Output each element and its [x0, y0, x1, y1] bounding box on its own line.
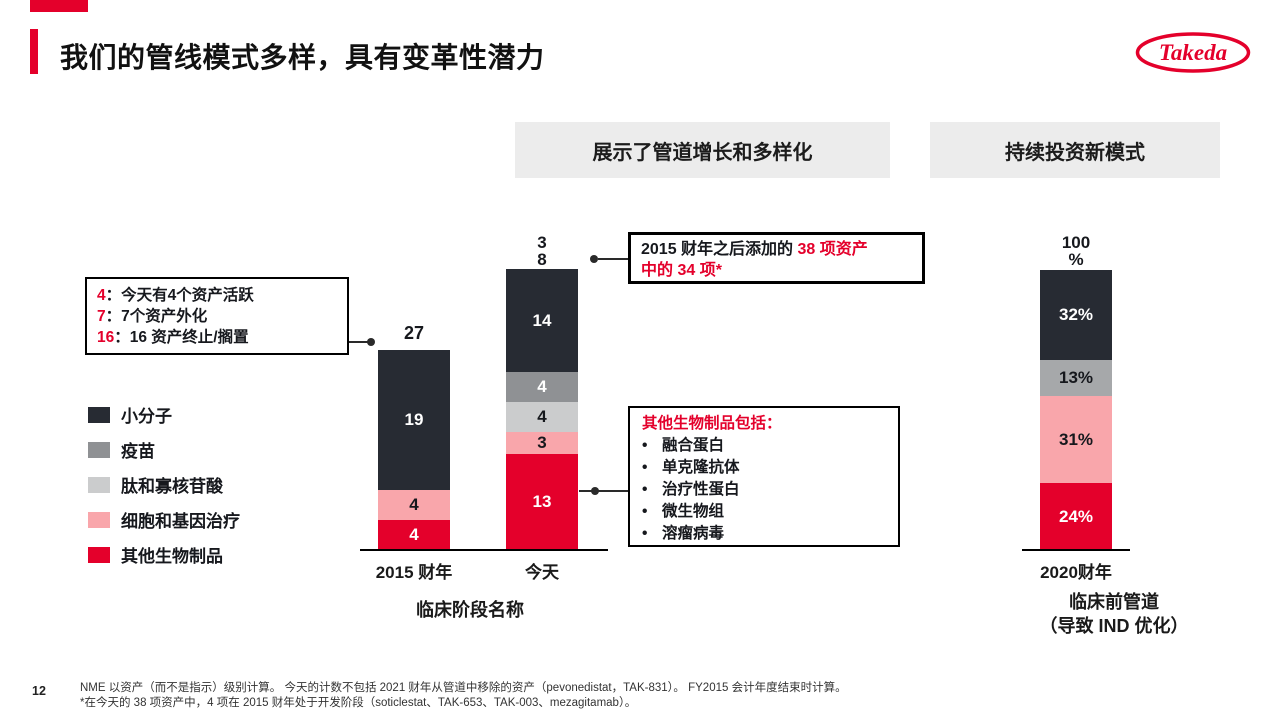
legend-swatch [88, 476, 110, 493]
x-axis-right-chart [1022, 549, 1130, 551]
category-label-fy2020: 2020财年 [1040, 563, 1112, 582]
segment-value: 4 [409, 525, 419, 544]
status-connector-dot [367, 338, 375, 346]
stacked-bar-fy2020: 32% 13% 31% 24% [1040, 270, 1112, 550]
status-line-1: 4：今天有4个资产活跃 [97, 285, 337, 306]
segment-small-molecule: 32% [1040, 270, 1112, 360]
legend-swatch [88, 511, 110, 528]
bar-total-100pct: 100 % [1061, 234, 1091, 265]
right-chart-axis-title-line1: 临床前管道 [1069, 592, 1159, 612]
segment-value: 4 [537, 377, 547, 396]
segment-value: 14 [532, 310, 552, 330]
asset-status-callout: 4：今天有4个资产活跃 7：7个资产外化 16：16 资产终止/搁置 [85, 277, 349, 355]
segment-cell-gene: 31% [1040, 396, 1112, 483]
status-text: ：16 资产终止/搁置 [114, 329, 249, 346]
legend-swatch [88, 546, 110, 563]
bullet-icon: • [642, 503, 648, 520]
left-chart-axis-title: 临床阶段名称 [416, 600, 524, 620]
footnote-line-2: *在今天的 38 项资产中，4 项在 2015 财年处于开发阶段（soticle… [80, 697, 637, 709]
x-axis-left-chart [360, 549, 608, 551]
segment-peptide-oligo: 4 [506, 402, 578, 432]
segment-small-molecule: 14 [506, 269, 578, 372]
biologics-title: 其他生物制品包括： [642, 415, 782, 432]
segment-other-biologics: 4 [378, 520, 450, 550]
segment-value: 13 [532, 492, 552, 511]
status-connector-line [349, 341, 369, 343]
bar-total-today: 3 8 [537, 234, 547, 265]
bullet-icon: • [642, 437, 648, 454]
segment-value: 24% [1058, 506, 1094, 526]
segment-value: 19 [404, 410, 424, 429]
biologics-item: • 治疗性蛋白 [642, 479, 886, 501]
banner-pipeline-growth: 展示了管道增长和多样化 [515, 122, 890, 178]
status-num: 4 [97, 287, 106, 304]
added-line-1: 2015 财年之后添加的 38 项资产 [641, 239, 912, 260]
legend-item-small-molecule: 小分子 [88, 402, 240, 427]
segment-vaccine: 13% [1040, 360, 1112, 396]
page-number: 12 [32, 684, 46, 698]
segment-cell-gene: 3 [506, 432, 578, 454]
chart-legend: 小分子 疫苗 肽和寡核苷酸 细胞和基因治疗 其他生物制品 [88, 402, 240, 567]
segment-cell-gene: 4 [378, 490, 450, 520]
legend-swatch [88, 441, 110, 458]
added-text-black: 2015 财年之后添加的 [641, 241, 798, 258]
added-connector-line [598, 258, 628, 260]
slide-title: 我们的管线模式多样，具有变革性潜力 [60, 42, 545, 73]
segment-value: 13% [1058, 368, 1094, 387]
segment-other-biologics: 24% [1040, 483, 1112, 550]
biologics-connector-line [579, 490, 628, 492]
bullet-icon: • [642, 481, 648, 498]
footnote: NME 以资产（而不是指示）级别计算。 今天的计数不包括 2021 财年从管道中… [80, 681, 1220, 711]
other-biologics-callout: 其他生物制品包括： • 融合蛋白 • 单克隆抗体 • 治疗性蛋白 • 微生物组 • 溶瘤病… [628, 406, 900, 547]
status-num: 7 [97, 308, 106, 325]
biologics-connector-dot [591, 487, 599, 495]
stacked-bar-today: 14 4 4 3 13 [506, 269, 578, 550]
bullet-icon: • [642, 525, 648, 542]
segment-small-molecule: 19 [378, 350, 450, 490]
takeda-logo-ellipse: Takeda [1135, 32, 1251, 73]
legend-item-peptide-oligo: 肽和寡核苷酸 [88, 472, 240, 497]
stacked-bar-fy2015: 19 4 4 [378, 350, 450, 550]
banner-new-modalities: 持续投资新模式 [930, 122, 1220, 178]
status-line-2: 7：7个资产外化 [97, 306, 337, 327]
legend-item-vaccine: 疫苗 [88, 437, 240, 462]
segment-value: 4 [409, 495, 419, 514]
legend-swatch [88, 406, 110, 423]
takeda-logo-text: Takeda [1159, 40, 1227, 65]
status-num: 16 [97, 329, 115, 346]
segment-value: 32% [1058, 305, 1094, 324]
footnote-line-1: NME 以资产（而不是指示）级别计算。 今天的计数不包括 2021 财年从管道中… [80, 682, 847, 694]
segment-other-biologics: 13 [506, 454, 578, 550]
status-text: ：今天有4个资产活跃 [105, 287, 254, 304]
segment-vaccine: 4 [506, 372, 578, 402]
category-label-fy2015: 2015 财年 [375, 563, 453, 582]
status-text: ：7个资产外化 [105, 308, 208, 325]
added-line-2: 中的 34 项* [641, 262, 722, 279]
biologics-item: • 单克隆抗体 [642, 457, 886, 479]
category-label-today: 今天 [525, 563, 559, 582]
segment-value: 31% [1058, 429, 1094, 449]
bar-total-fy2015: 27 [403, 323, 425, 343]
biologics-item: • 融合蛋白 [642, 435, 886, 457]
added-connector-dot [590, 255, 598, 263]
legend-item-other-biologics: 其他生物制品 [88, 542, 240, 567]
added-assets-callout: 2015 财年之后添加的 38 项资产 中的 34 项* [628, 232, 925, 284]
added-text-red: 38 项资产 [797, 241, 868, 258]
title-accent-bar [30, 29, 38, 74]
status-line-3: 16：16 资产终止/搁置 [97, 327, 337, 348]
takeda-logo: Takeda [1134, 31, 1252, 79]
right-chart-axis-title-line2: （导致 IND 优化） [1039, 616, 1189, 636]
biologics-item: • 溶瘤病毒 [642, 523, 886, 545]
biologics-item: • 微生物组 [642, 501, 886, 523]
segment-value: 3 [537, 433, 547, 452]
bullet-icon: • [642, 459, 648, 476]
segment-value: 4 [537, 407, 547, 426]
legend-item-cell-gene: 细胞和基因治疗 [88, 507, 240, 532]
top-left-accent-bar [30, 0, 88, 12]
